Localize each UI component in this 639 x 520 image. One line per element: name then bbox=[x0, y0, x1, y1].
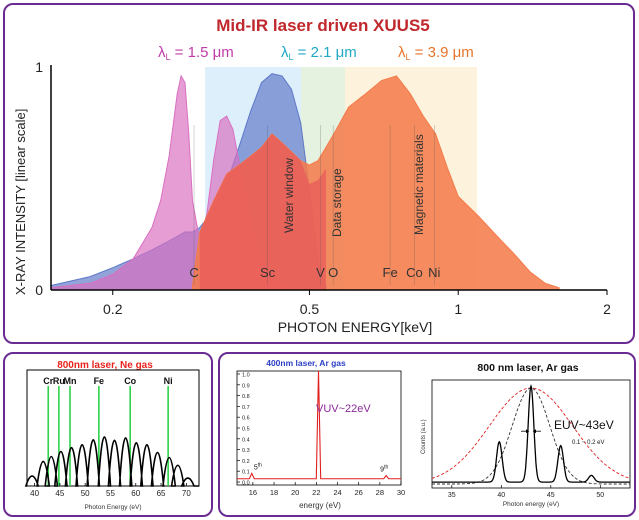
ne-plot-frame bbox=[26, 369, 200, 487]
ar400-y-tick-label: 1.0 bbox=[242, 373, 250, 379]
edge-label-v: V bbox=[316, 265, 325, 280]
ar400-x-tick-label: 18 bbox=[270, 488, 278, 497]
ne-gas-panel: 800nm laser, Ne gas Cr Ru Mn Fe Co Ni 40 45 50 55… bbox=[3, 352, 213, 517]
ne-marker-label-ru: Ru bbox=[53, 376, 65, 386]
ar400-y-tick-label: 0.3 bbox=[242, 448, 250, 454]
ne-x-tick-label: 70 bbox=[182, 489, 191, 498]
legend-lambda-3-9: λL = 3.9 μm bbox=[398, 44, 474, 62]
ar400-annotation: VUV~22eV bbox=[316, 403, 371, 415]
ar400-y-tick-label: 0.6 bbox=[242, 416, 250, 422]
ne-x-tick-label: 60 bbox=[131, 489, 140, 498]
ne-x-tick-label: 50 bbox=[81, 489, 90, 498]
ar400-x-tick-label: 20 bbox=[291, 488, 299, 497]
ar400-y-tick-label: 0.0 bbox=[242, 481, 250, 487]
ar400-y-tick-label: 0.1 bbox=[242, 470, 250, 476]
x-tick-label: 1 bbox=[454, 301, 462, 317]
main-title: Mid-IR laser driven XUUS5 bbox=[216, 16, 430, 35]
ar400-harmonic-label: 9th bbox=[380, 465, 388, 474]
ar400-harmonic-label: 5th bbox=[254, 462, 262, 471]
edge-label-ni: Ni bbox=[428, 265, 440, 280]
ne-title: 800nm laser, Ne gas bbox=[57, 360, 153, 371]
water-window-label: Water window bbox=[282, 158, 296, 233]
ar-gas-panel: 400nm laser, Ar gas 5th 9th 16 18 20 22 24 26 28… bbox=[218, 352, 636, 517]
ne-x-tick-label: 55 bbox=[106, 489, 115, 498]
ar800-x-tick-label: 50 bbox=[596, 492, 604, 499]
edge-label-co: Co bbox=[406, 265, 423, 280]
legend-lambda-1-5: λL = 1.5 μm bbox=[158, 44, 234, 62]
ar800-x-tick-label: 35 bbox=[448, 492, 456, 499]
ar400-y-tick-label: 0.8 bbox=[242, 394, 250, 400]
ar800-x-tick-label: 40 bbox=[497, 492, 505, 499]
ne-marker-label-fe: Fe bbox=[94, 376, 105, 386]
ar400-x-tick-label: 30 bbox=[397, 488, 405, 497]
edge-label-c: C bbox=[189, 265, 198, 280]
ar400-x-tick-label: 16 bbox=[249, 488, 257, 497]
overlap-area bbox=[199, 133, 326, 290]
ar-gas-charts: 400nm laser, Ar gas 5th 9th 16 18 20 22 24 26 28… bbox=[236, 358, 631, 510]
x-tick-label: 0.2 bbox=[103, 301, 123, 317]
ar800-width-annotation: 0.1 ~ 0.2 eV bbox=[572, 440, 605, 446]
ar800-spectrum-line bbox=[432, 384, 630, 483]
ar400-spectrum-line bbox=[237, 370, 401, 480]
data-storage-label: Data storage bbox=[330, 168, 344, 237]
ar400-y-tick-label: 0.2 bbox=[242, 459, 250, 465]
ne-x-tick-label: 65 bbox=[157, 489, 166, 498]
ar400-x-tick-label: 28 bbox=[376, 488, 384, 497]
main-y-label: X-RAY INTENSITY [linear scale] bbox=[13, 109, 28, 295]
edge-label-fe: Fe bbox=[383, 265, 398, 280]
ar400-y-tick-label: 0.7 bbox=[242, 405, 250, 411]
ar400-y-tick-label: 0.9 bbox=[242, 383, 250, 389]
main-x-label: PHOTON ENERGY[keV] bbox=[278, 319, 433, 335]
ne-marker-label-mn: Mn bbox=[64, 376, 77, 386]
ar800-width-arrowheads bbox=[526, 429, 536, 434]
ar800-title: 800 nm laser, Ar gas bbox=[477, 362, 578, 374]
ar400-y-tick-label: 0.4 bbox=[242, 437, 250, 443]
main-chart-panel: Mid-IR laser driven XUUS5 λL = 1.5 μm λL… bbox=[3, 3, 635, 344]
y-tick-label: 1 bbox=[35, 59, 43, 75]
ne-x-tick-label: 45 bbox=[55, 489, 64, 498]
ne-x-label: Photon Energy (eV) bbox=[84, 504, 141, 511]
ar400-title: 400nm laser, Ar gas bbox=[266, 358, 346, 368]
ar800-annotation: EUV~43eV bbox=[554, 418, 614, 432]
ne-marker-label-co: Co bbox=[124, 376, 136, 386]
ar800-x-tick-label: 45 bbox=[547, 492, 555, 499]
main-chart: Mid-IR laser driven XUUS5 λL = 1.5 μm λL… bbox=[13, 16, 611, 335]
legend-lambda-2-1: λL = 2.1 μm bbox=[281, 44, 357, 62]
edge-label-sc: Sc bbox=[260, 265, 276, 280]
ar800-y-label: Counts (a.u.) bbox=[421, 419, 427, 454]
edge-label-o: O bbox=[328, 265, 338, 280]
ar400-x-tick-label: 26 bbox=[355, 488, 363, 497]
ne-x-tick-label: 40 bbox=[30, 489, 39, 498]
y-tick-label: 0 bbox=[35, 282, 43, 298]
ne-marker-label-cr: Cr bbox=[43, 376, 53, 386]
ar800-x-label: Photon energy (eV) bbox=[503, 501, 559, 508]
x-tick-label: 2 bbox=[603, 301, 611, 317]
x-tick-label: 0.5 bbox=[300, 301, 320, 317]
ne-marker-label-ni: Ni bbox=[164, 376, 173, 386]
ar400-x-tick-label: 24 bbox=[333, 488, 341, 497]
ar400-y-tick-label: 0.5 bbox=[242, 427, 250, 433]
ar800-plot-frame bbox=[431, 379, 631, 489]
ar400-x-label: energy (eV) bbox=[299, 501, 341, 510]
ar400-x-tick-label: 22 bbox=[312, 488, 320, 497]
magnetic-materials-label: Magnetic materials bbox=[412, 134, 426, 235]
